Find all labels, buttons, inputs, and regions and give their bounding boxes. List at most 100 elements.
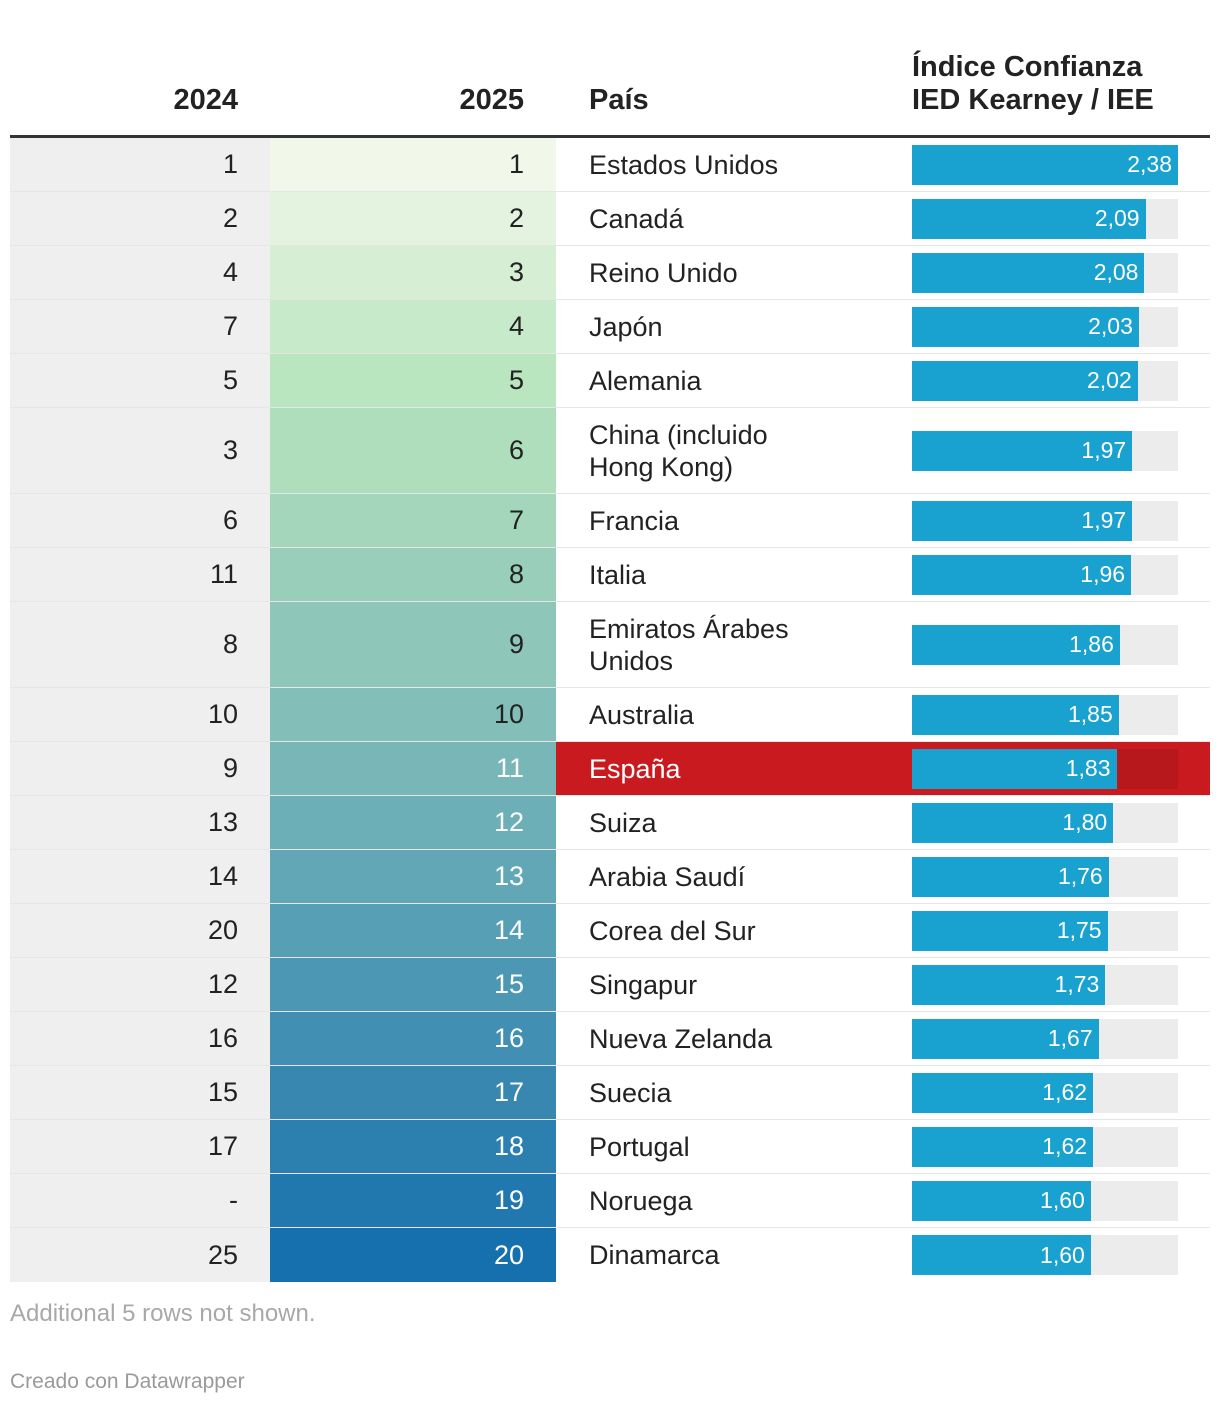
country-name: Italia bbox=[556, 548, 1210, 601]
index-bar: 1,67 bbox=[912, 1018, 1099, 1059]
table-row: 20 14 Corea del Sur 1,75 bbox=[10, 904, 1210, 958]
country-label: China (incluido Hong Kong) bbox=[589, 419, 768, 482]
country-label: Alemania bbox=[589, 365, 702, 396]
rank-2024: 16 bbox=[10, 1012, 270, 1065]
index-bar-track: 1,83 bbox=[912, 748, 1178, 789]
index-bar-track: 2,08 bbox=[912, 252, 1178, 293]
table-row: 9 11 España 1,83 bbox=[10, 742, 1210, 796]
table-row: 11 8 Italia 1,96 bbox=[10, 548, 1210, 602]
rank-2025: 5 bbox=[270, 354, 556, 407]
index-value-label: 1,60 bbox=[1040, 1187, 1085, 1213]
index-bar-track: 1,97 bbox=[912, 500, 1178, 541]
index-bar-track: 1,60 bbox=[912, 1235, 1178, 1275]
index-value-label: 1,86 bbox=[1069, 631, 1114, 657]
rank-2024: 7 bbox=[10, 300, 270, 353]
index-value-label: 2,38 bbox=[1127, 151, 1172, 177]
index-bar: 2,08 bbox=[912, 252, 1145, 293]
country-label: Emiratos Árabes Unidos bbox=[589, 613, 789, 676]
rank-2024: 2 bbox=[10, 192, 270, 245]
country-name: China (incluido Hong Kong) bbox=[556, 408, 1210, 493]
index-value-label: 1,62 bbox=[1042, 1079, 1088, 1105]
rank-2025: 16 bbox=[270, 1012, 556, 1065]
table-row: 17 18 Portugal 1,62 bbox=[10, 1120, 1210, 1174]
rank-2025: 3 bbox=[270, 246, 556, 299]
country-label: Dinamarca bbox=[589, 1240, 720, 1270]
country-name: Canadá bbox=[556, 192, 1210, 245]
rank-2024: 1 bbox=[10, 138, 270, 191]
table-row: 2 2 Canadá 2,09 bbox=[10, 192, 1210, 246]
index-bar-track: 1,75 bbox=[912, 910, 1178, 951]
index-bar: 2,02 bbox=[912, 360, 1138, 401]
country-name: Francia bbox=[556, 494, 1210, 547]
index-bar-track: 2,38 bbox=[912, 144, 1178, 185]
index-value-label: 1,97 bbox=[1081, 507, 1127, 533]
country-label: Australia bbox=[589, 699, 695, 730]
rank-2024: 13 bbox=[10, 796, 270, 849]
rank-2024: 3 bbox=[10, 408, 270, 493]
country-name: Dinamarca bbox=[556, 1228, 1210, 1282]
rank-2024: 6 bbox=[10, 494, 270, 547]
table-row: 13 12 Suiza 1,80 bbox=[10, 796, 1210, 850]
index-bar-track: 1,62 bbox=[912, 1072, 1178, 1113]
index-bar-track: 2,09 bbox=[912, 198, 1178, 239]
index-bar-track: 2,02 bbox=[912, 360, 1178, 401]
country-label: Noruega bbox=[589, 1185, 693, 1216]
country-label: Reino Unido bbox=[589, 257, 738, 288]
rank-2025: 1 bbox=[270, 138, 556, 191]
country-label: Corea del Sur bbox=[589, 915, 756, 946]
rank-2024: 8 bbox=[10, 602, 270, 687]
table-row: 6 7 Francia 1,97 bbox=[10, 494, 1210, 548]
table-header: 2024 2025 País Índice Confianza IED Kear… bbox=[10, 0, 1210, 138]
rank-2025: 20 bbox=[270, 1228, 556, 1282]
table-row: 16 16 Nueva Zelanda 1,67 bbox=[10, 1012, 1210, 1066]
rank-2024: 11 bbox=[10, 548, 270, 601]
country-label: Nueva Zelanda bbox=[589, 1023, 773, 1054]
rank-2025: 10 bbox=[270, 688, 556, 741]
country-label: Italia bbox=[589, 559, 647, 590]
index-bar: 2,38 bbox=[912, 144, 1178, 185]
rank-2025: 6 bbox=[270, 408, 556, 493]
rank-2024: 15 bbox=[10, 1066, 270, 1119]
index-bar-track: 1,62 bbox=[912, 1126, 1178, 1167]
index-value-label: 1,73 bbox=[1054, 971, 1100, 997]
rank-2025: 7 bbox=[270, 494, 556, 547]
ranking-table: 2024 2025 País Índice Confianza IED Kear… bbox=[10, 0, 1210, 1282]
rank-2025: 4 bbox=[270, 300, 556, 353]
index-bar-track: 1,67 bbox=[912, 1018, 1178, 1059]
rank-2024: 25 bbox=[10, 1228, 270, 1282]
table-row: 1 1 Estados Unidos 2,38 bbox=[10, 138, 1210, 192]
country-name: Arabia Saudí bbox=[556, 850, 1210, 903]
index-bar-track: 1,76 bbox=[912, 856, 1178, 897]
index-bar-track: 1,80 bbox=[912, 802, 1178, 843]
country-name: Alemania bbox=[556, 354, 1210, 407]
index-value-label: 1,96 bbox=[1080, 561, 1126, 587]
index-value-label: 1,67 bbox=[1047, 1025, 1093, 1051]
header-index-line2: IED Kearney / IEE bbox=[912, 84, 1154, 116]
header-2025: 2025 bbox=[459, 84, 524, 116]
country-name: Australia bbox=[556, 688, 1210, 741]
rank-2024: 12 bbox=[10, 958, 270, 1011]
country-name: Estados Unidos bbox=[556, 138, 1210, 191]
table-row: 14 13 Arabia Saudí 1,76 bbox=[10, 850, 1210, 904]
index-value-label: 1,76 bbox=[1057, 863, 1103, 889]
rank-2025: 11 bbox=[270, 742, 556, 795]
country-name: Japón bbox=[556, 300, 1210, 353]
index-bar-track: 1,85 bbox=[912, 694, 1178, 735]
index-bar: 1,73 bbox=[912, 964, 1106, 1005]
index-value-label: 1,83 bbox=[1065, 755, 1111, 781]
index-bar: 1,85 bbox=[912, 694, 1119, 735]
country-label: Japón bbox=[589, 311, 663, 342]
index-bar-track: 1,86 bbox=[912, 624, 1178, 665]
rank-2025: 13 bbox=[270, 850, 556, 903]
rank-2024: 10 bbox=[10, 688, 270, 741]
country-label: Suiza bbox=[589, 807, 657, 838]
rank-2025: 14 bbox=[270, 904, 556, 957]
table-row: 15 17 Suecia 1,62 bbox=[10, 1066, 1210, 1120]
header-country: País bbox=[589, 84, 649, 116]
country-label: Estados Unidos bbox=[589, 149, 779, 180]
table-row: 12 15 Singapur 1,73 bbox=[10, 958, 1210, 1012]
country-label: Canadá bbox=[589, 203, 684, 234]
index-bar: 2,09 bbox=[912, 198, 1146, 239]
rank-2025: 15 bbox=[270, 958, 556, 1011]
rank-2025: 17 bbox=[270, 1066, 556, 1119]
